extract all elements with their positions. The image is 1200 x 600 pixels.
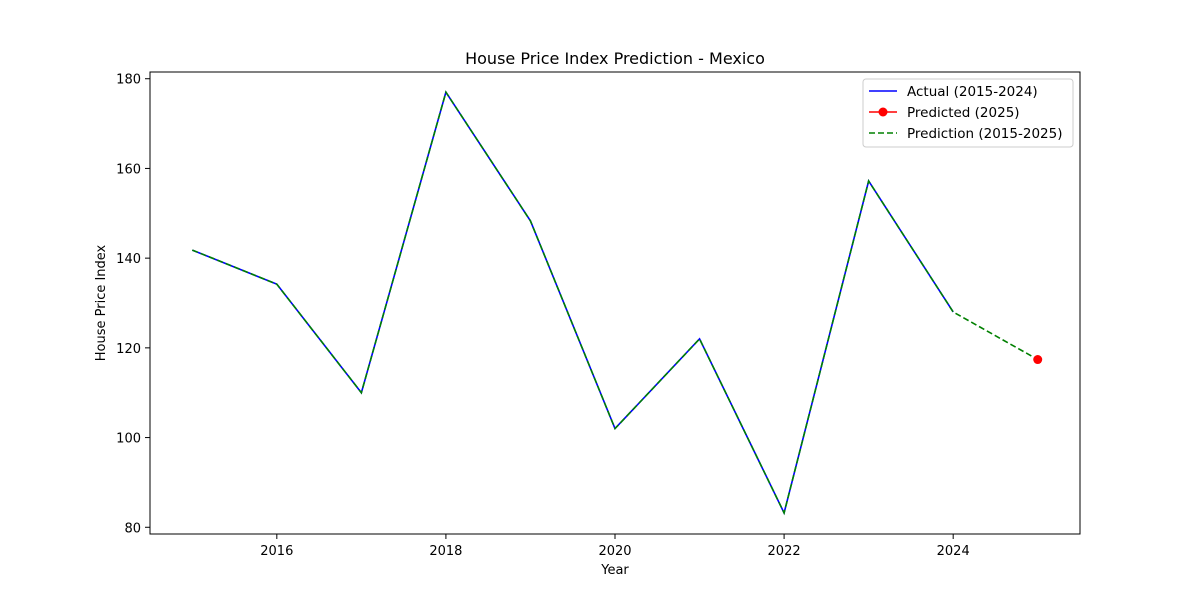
- chart-title: House Price Index Prediction - Mexico: [465, 49, 765, 68]
- x-tick-label: 2016: [260, 544, 293, 559]
- legend-label: Prediction (2015-2025): [907, 126, 1062, 142]
- y-tick-label: 140: [116, 252, 141, 267]
- y-tick-label: 160: [116, 162, 141, 177]
- x-axis-label: Year: [600, 563, 629, 578]
- y-tick-label: 120: [116, 342, 141, 357]
- legend-label: Actual (2015-2024): [907, 84, 1038, 100]
- series-line-actual: [191, 90, 954, 516]
- y-tick-label: 180: [116, 73, 141, 88]
- legend-marker-predicted: [878, 107, 888, 117]
- predicted-point: [1033, 355, 1043, 365]
- x-tick-label: 2020: [598, 544, 631, 559]
- x-tick-label: 2022: [768, 544, 801, 559]
- x-axis: 2016 2018 2020 2022 2024: [260, 534, 970, 559]
- y-axis: 80 100 120 140 160 180: [116, 73, 150, 536]
- x-tick-label: 2024: [937, 544, 970, 559]
- y-tick-label: 80: [124, 521, 141, 536]
- legend-label: Predicted (2025): [907, 105, 1020, 121]
- legend: Actual (2015-2024) Predicted (2025) Predic…: [862, 78, 1074, 148]
- legend-box: [862, 78, 1074, 148]
- series-layer: [191, 90, 1043, 516]
- y-tick-label: 100: [116, 432, 141, 447]
- y-axis-label: House Price Index: [94, 244, 109, 361]
- series-line-prediction: [191, 90, 1039, 516]
- x-tick-label: 2018: [429, 544, 462, 559]
